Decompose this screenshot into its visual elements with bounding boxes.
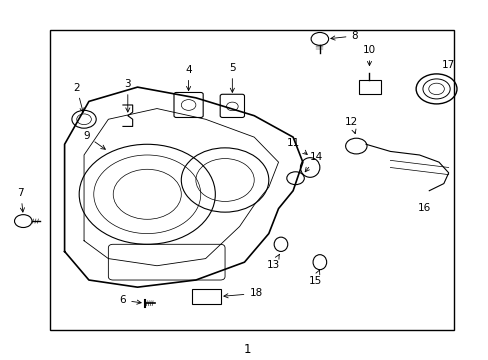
Text: 3: 3: [124, 79, 131, 112]
Text: 11: 11: [286, 138, 306, 154]
Text: 2: 2: [73, 83, 84, 112]
Text: 15: 15: [308, 270, 321, 285]
Text: 13: 13: [266, 254, 280, 270]
Text: 18: 18: [224, 288, 262, 298]
Text: 7: 7: [18, 188, 24, 212]
Text: 1: 1: [243, 343, 250, 356]
Bar: [358, 80, 380, 94]
Bar: [50, 30, 453, 330]
Text: 12: 12: [344, 117, 357, 134]
Text: 8: 8: [330, 31, 357, 41]
Text: 16: 16: [417, 203, 430, 213]
Text: 5: 5: [228, 63, 235, 92]
Text: 17: 17: [441, 60, 454, 70]
Text: 4: 4: [185, 65, 191, 91]
Text: 14: 14: [305, 152, 323, 172]
Text: 6: 6: [120, 295, 141, 305]
Text: 10: 10: [362, 45, 375, 66]
Text: 9: 9: [83, 131, 105, 149]
